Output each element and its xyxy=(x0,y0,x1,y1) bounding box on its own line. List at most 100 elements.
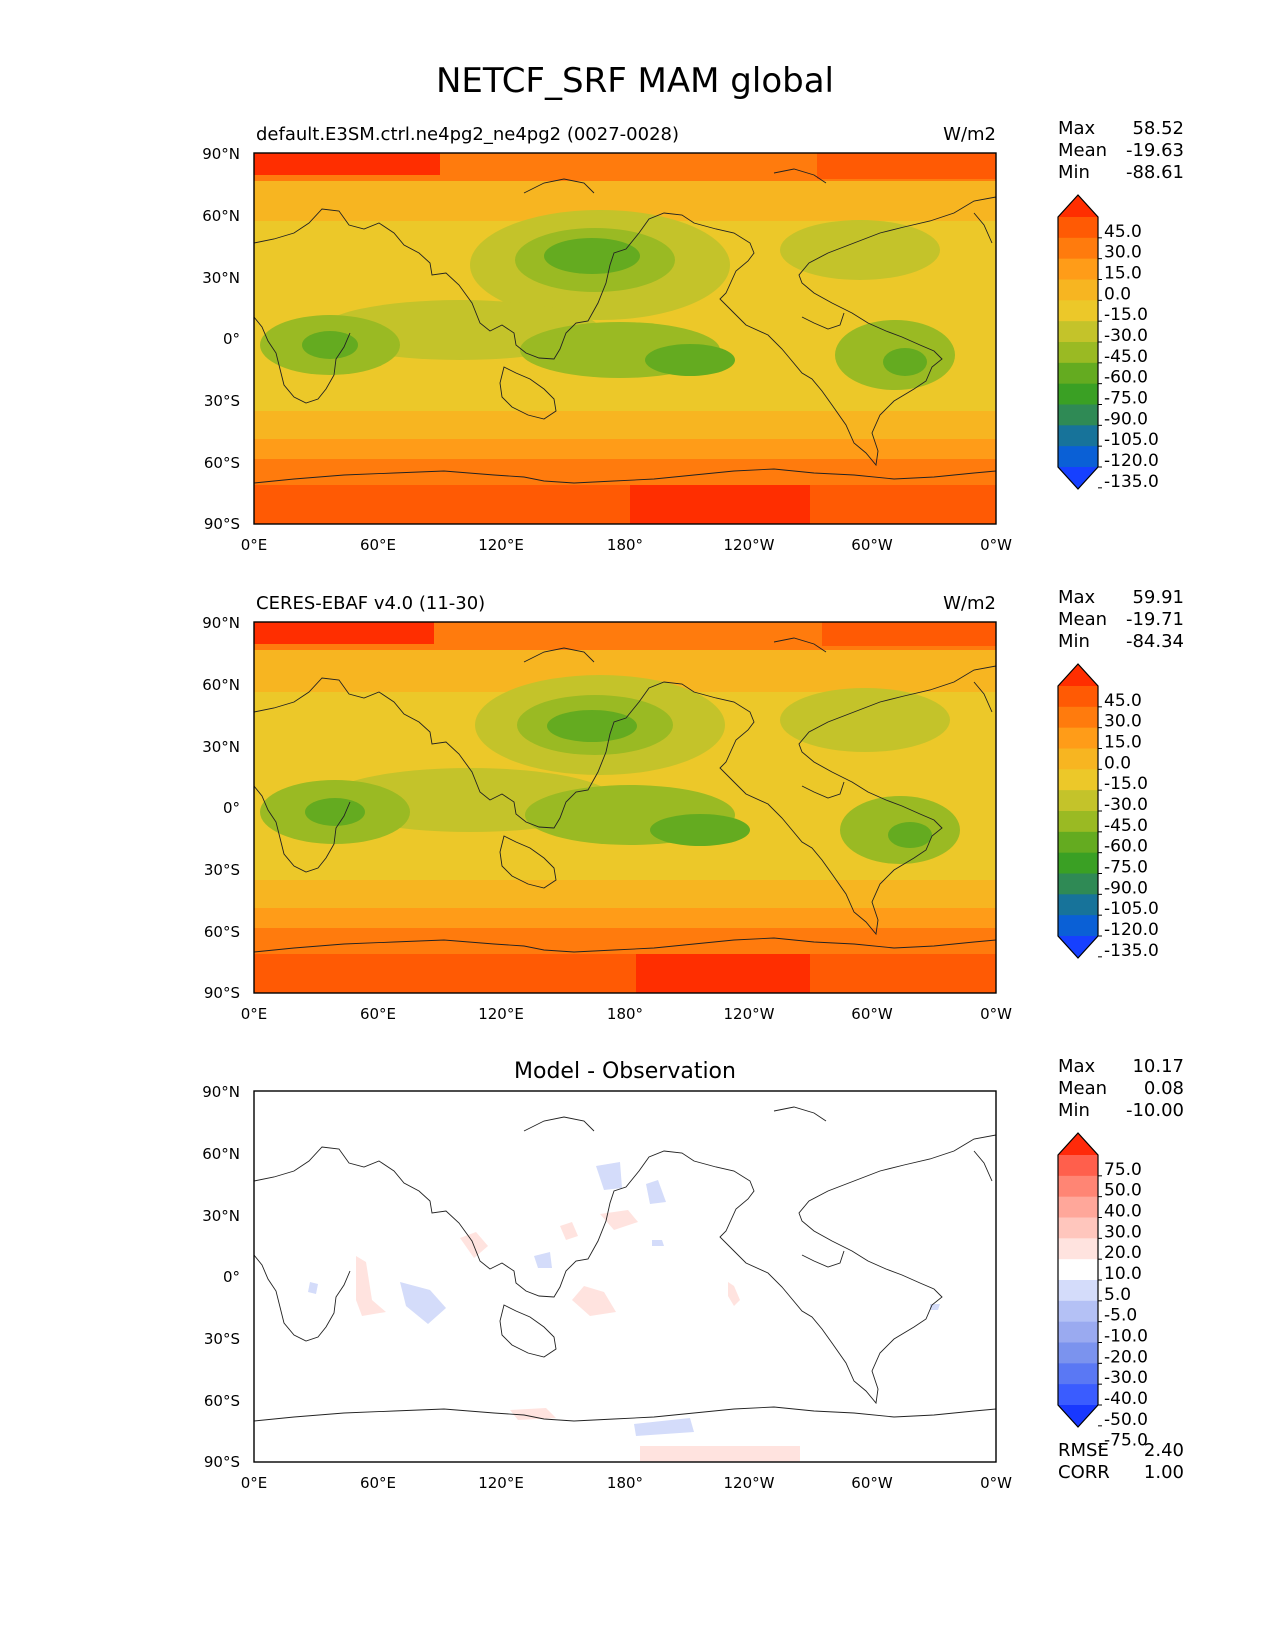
panel-difference-title: Model - Observation xyxy=(514,1059,736,1084)
colorbar-segment xyxy=(1058,915,1098,937)
lat-tick: 30°N xyxy=(202,1207,240,1225)
metric-corr-value: 1.00 xyxy=(1144,1462,1184,1483)
colorbar-segment xyxy=(1058,425,1098,447)
lon-tick: 120°W xyxy=(724,1474,775,1492)
colorbar-tick-label: 40.0 xyxy=(1104,1202,1142,1222)
stat-mean-label: Mean xyxy=(1058,140,1107,161)
lon-tick: 180° xyxy=(607,536,643,554)
lon-tick: 180° xyxy=(607,1005,643,1023)
stat-mean-value: -19.63 xyxy=(1126,140,1184,161)
colorbar-tick-label: -45.0 xyxy=(1104,347,1148,367)
colorbar-segment xyxy=(1058,831,1098,854)
stat-mean-label: Mean xyxy=(1058,609,1107,630)
metric-rmse-value: 2.40 xyxy=(1144,1440,1184,1461)
colorbar-tick-label: 30.0 xyxy=(1104,243,1142,263)
map-test-lat-ticks: 90°N 60°N 30°N 0° 30°S 60°S 90°S xyxy=(202,145,240,533)
lon-tick: 0°W xyxy=(980,1005,1012,1023)
lon-tick: 0°W xyxy=(980,1474,1012,1492)
map-test-field xyxy=(254,153,996,524)
colorbar-tick-label: -90.0 xyxy=(1104,409,1148,429)
lon-tick: 60°W xyxy=(851,1005,893,1023)
map-difference-lat-ticks: 90°N 60°N 30°N 0° 30°S 60°S 90°S xyxy=(202,1083,240,1471)
colorbar-tick-label: -75.0 xyxy=(1104,389,1148,409)
colorbar-segment xyxy=(1058,1217,1098,1239)
stat-min-label: Min xyxy=(1058,1100,1090,1121)
colorbar-segment xyxy=(1058,769,1098,791)
colorbar-difference: 75.050.040.030.020.010.05.0-5.0-10.0-20.… xyxy=(1057,1132,1148,1451)
metric-corr-label: CORR xyxy=(1058,1462,1110,1483)
colorbar-tick-label: 15.0 xyxy=(1104,264,1142,284)
lat-tick: 60°S xyxy=(204,454,240,472)
lat-tick: 90°N xyxy=(202,145,240,163)
colorbar-tick-label: -120.0 xyxy=(1104,920,1159,940)
colorbar-tick-label: -135.0 xyxy=(1104,472,1159,492)
colorbar-segment xyxy=(1058,873,1098,895)
colorbar-tick-label: -30.0 xyxy=(1104,326,1148,346)
colorbar-segment xyxy=(1058,706,1098,729)
colorbar-test: 45.030.015.00.0-15.0-30.0-45.0-60.0-75.0… xyxy=(1057,194,1159,492)
stat-mean-value: -19.71 xyxy=(1126,609,1184,630)
lon-tick: 0°W xyxy=(980,536,1012,554)
colorbar-segment xyxy=(1058,686,1098,708)
map-difference-lon-ticks: 0°E 60°E 120°E 180° 120°W 60°W 0°W xyxy=(241,1474,1012,1492)
panel-difference-stats: Max 10.17 Mean 0.08 Min -10.00 xyxy=(1058,1056,1184,1121)
figure-title: NETCF_SRF MAM global xyxy=(436,61,834,101)
colorbar-segment xyxy=(1058,321,1098,343)
colorbar-tick-label: -15.0 xyxy=(1104,305,1148,325)
panel-test-stats: Max 58.52 Mean -19.63 Min -88.61 xyxy=(1058,118,1184,183)
colorbar-tick-label: -10.0 xyxy=(1104,1327,1148,1347)
colorbar-segment xyxy=(1058,217,1098,239)
colorbar-segment xyxy=(1058,362,1098,385)
colorbar-segment xyxy=(1058,1238,1098,1260)
colorbar-tick-label: 45.0 xyxy=(1104,222,1142,242)
colorbar-tick-label: -20.0 xyxy=(1104,1347,1148,1367)
colorbar-tick-label: 30.0 xyxy=(1104,712,1142,732)
stat-mean-value: 0.08 xyxy=(1144,1078,1184,1099)
colorbar-tick-label: -40.0 xyxy=(1104,1389,1148,1409)
map-test-lon-ticks: 0°E 60°E 120°E 180° 120°W 60°W 0°W xyxy=(241,536,1012,554)
lat-tick: 90°N xyxy=(202,1083,240,1101)
lon-tick: 60°E xyxy=(360,536,396,554)
colorbar-tick-label: 10.0 xyxy=(1104,1264,1142,1284)
colorbar-segment xyxy=(1058,748,1098,770)
colorbar-segment xyxy=(1058,383,1098,405)
colorbar-extend-max xyxy=(1058,664,1098,686)
lat-tick: 90°S xyxy=(204,1453,240,1471)
colorbar-extend-min xyxy=(1058,467,1098,489)
colorbar-tick-label: 75.0 xyxy=(1104,1160,1142,1180)
lon-tick: 60°W xyxy=(851,1474,893,1492)
stat-max-label: Max xyxy=(1058,118,1096,139)
lat-tick: 0° xyxy=(223,799,240,817)
colorbar-tick-label: -5.0 xyxy=(1104,1306,1137,1326)
colorbar-tick-label: 5.0 xyxy=(1104,1285,1131,1305)
colorbar-segment xyxy=(1058,258,1098,280)
stat-max-value: 58.52 xyxy=(1132,118,1184,139)
colorbar-segment xyxy=(1058,1175,1098,1198)
colorbar-segment xyxy=(1058,1280,1098,1302)
lat-tick: 0° xyxy=(223,1268,240,1286)
colorbar-tick-label: 30.0 xyxy=(1104,1222,1142,1242)
colorbar-segment xyxy=(1058,852,1098,874)
colorbar-tick-label: -90.0 xyxy=(1104,878,1148,898)
lat-tick: 90°S xyxy=(204,984,240,1002)
stat-max-label: Max xyxy=(1058,587,1096,608)
colorbar-tick-label: 20.0 xyxy=(1104,1243,1142,1263)
colorbar-segment xyxy=(1058,894,1098,916)
colorbar-tick-label: 0.0 xyxy=(1104,753,1131,773)
colorbar-tick-label: 45.0 xyxy=(1104,691,1142,711)
colorbar-tick-label: -105.0 xyxy=(1104,899,1159,919)
colorbar-tick-label: -75.0 xyxy=(1104,858,1148,878)
stat-min-value: -10.00 xyxy=(1126,1100,1184,1121)
lat-tick: 60°N xyxy=(202,207,240,225)
colorbar-segment xyxy=(1058,1300,1098,1323)
lat-tick: 0° xyxy=(223,330,240,348)
lat-tick: 30°N xyxy=(202,738,240,756)
metric-rmse-label: RMSE xyxy=(1058,1440,1109,1461)
colorbar-segment xyxy=(1058,1196,1098,1218)
lat-tick: 60°S xyxy=(204,923,240,941)
colorbar-reference: 45.030.015.00.0-15.0-30.0-45.0-60.0-75.0… xyxy=(1057,663,1159,961)
map-difference-frame xyxy=(253,1090,997,1463)
colorbar-tick-label: -50.0 xyxy=(1104,1410,1148,1430)
lat-tick: 60°N xyxy=(202,676,240,694)
